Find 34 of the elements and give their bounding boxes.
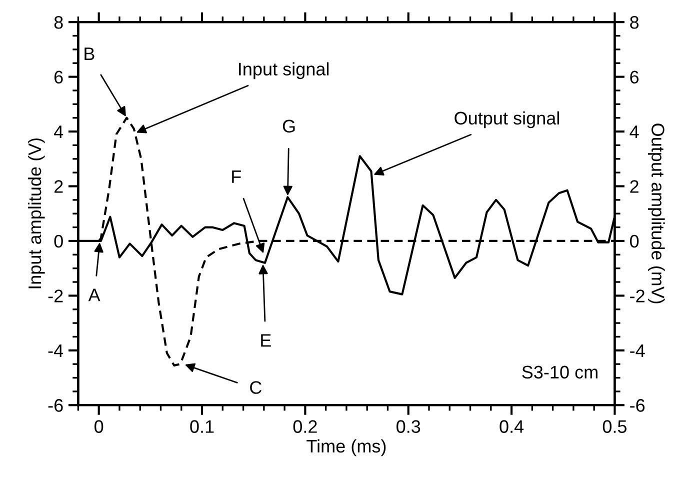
y2-tick-label: 4 [630, 126, 639, 138]
y-axis-title: Input amplitude (V) [28, 138, 45, 288]
y-tick-label: 6 [54, 70, 63, 84]
y2-axis-title: Output amplitude (mV) [648, 124, 665, 304]
y2-tick-label: -2 [630, 290, 644, 302]
y2-tick-label: 2 [630, 180, 638, 193]
x-tick-label: 0.5 [602, 420, 627, 433]
annotation: G [282, 120, 295, 133]
annotation: A [88, 288, 100, 302]
y2-tick-label: 6 [630, 70, 639, 84]
annotation: F [232, 170, 241, 183]
annotation: Input signal [239, 62, 329, 80]
y2-tick-label: -4 [630, 344, 645, 357]
y2-tick-label: -6 [630, 399, 645, 412]
x-tick-label: 0.3 [396, 420, 420, 433]
x-tick-label: 0.1 [190, 420, 214, 433]
annotation: Output signal [454, 111, 559, 128]
y2-tick-label: 8 [630, 16, 639, 29]
annotation: S3-10 cm [522, 366, 598, 379]
annotation: E [261, 334, 271, 347]
y-tick-label: -2 [48, 290, 63, 302]
y-tick-label: 4 [54, 126, 64, 138]
y-tick-label: -6 [48, 399, 63, 412]
x-tick-label: 0.4 [500, 420, 524, 433]
y-tick-label: 0 [54, 234, 63, 248]
y-tick-label: 2 [54, 180, 63, 193]
annotation: B [84, 48, 94, 60]
y-tick-label: -4 [48, 344, 64, 357]
y2-tick-label: 0 [630, 234, 639, 248]
x-tick-label: 0 [94, 420, 104, 433]
annotation: C [250, 381, 262, 394]
y-tick-label: 8 [54, 16, 63, 29]
x-tick-label: 0.2 [293, 420, 317, 433]
x-axis-title: Time (ms) [306, 439, 386, 456]
